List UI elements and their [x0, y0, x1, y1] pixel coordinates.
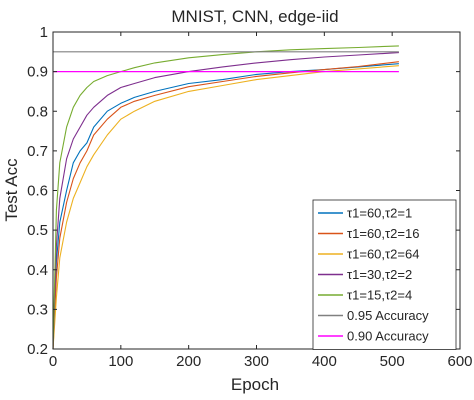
x-tick-label: 500: [380, 353, 405, 370]
y-tick-label: 0.3: [27, 301, 48, 318]
y-tick-label: 0.9: [27, 64, 48, 81]
y-tick-label: 0.5: [27, 222, 48, 239]
x-tick-label: 200: [176, 353, 201, 370]
legend-label: τ1=30,τ2=2: [347, 267, 412, 282]
x-axis-label: Epoch: [231, 375, 279, 394]
y-axis-label: Test Acc: [2, 158, 21, 222]
series-line-3: [52, 65, 399, 350]
x-tick-label: 300: [244, 353, 269, 370]
legend-label: τ1=60,τ2=16: [347, 226, 419, 241]
y-tick-label: 0.4: [27, 262, 48, 279]
x-tick-label: 100: [108, 353, 133, 370]
legend-label: 0.90 Accuracy: [347, 329, 429, 344]
chart-title: MNIST, CNN, edge-iid: [171, 7, 338, 26]
ticks: 0 100 200 300 400 500 600 0.2 0.3 0.4 0.5 0.6 0.7 0.8…: [27, 24, 472, 370]
y-tick-label: 0.8: [27, 103, 48, 120]
series-line-4: [52, 52, 399, 350]
y-tick-label: 0.2: [27, 341, 48, 358]
y-tick-label: 0.7: [27, 143, 48, 160]
plot-series: [52, 45, 399, 350]
x-tick-label: 400: [312, 353, 337, 370]
legend-label: τ1=60,τ2=64: [347, 247, 419, 262]
y-tick-label: 1: [40, 24, 48, 41]
series-line-2: [52, 61, 399, 350]
legend: τ1=60,τ2=1 τ1=60,τ2=16 τ1=60,τ2=64 τ1=30,τ2…: [312, 199, 457, 350]
y-tick-label: 0.6: [27, 183, 48, 200]
legend-label: τ1=15,τ2=4: [347, 288, 412, 303]
legend-label: τ1=60,τ2=1: [347, 206, 412, 221]
x-tick-label: 0: [49, 353, 57, 370]
legend-label: 0.95 Accuracy: [347, 308, 429, 323]
x-tick-label: 600: [447, 353, 472, 370]
